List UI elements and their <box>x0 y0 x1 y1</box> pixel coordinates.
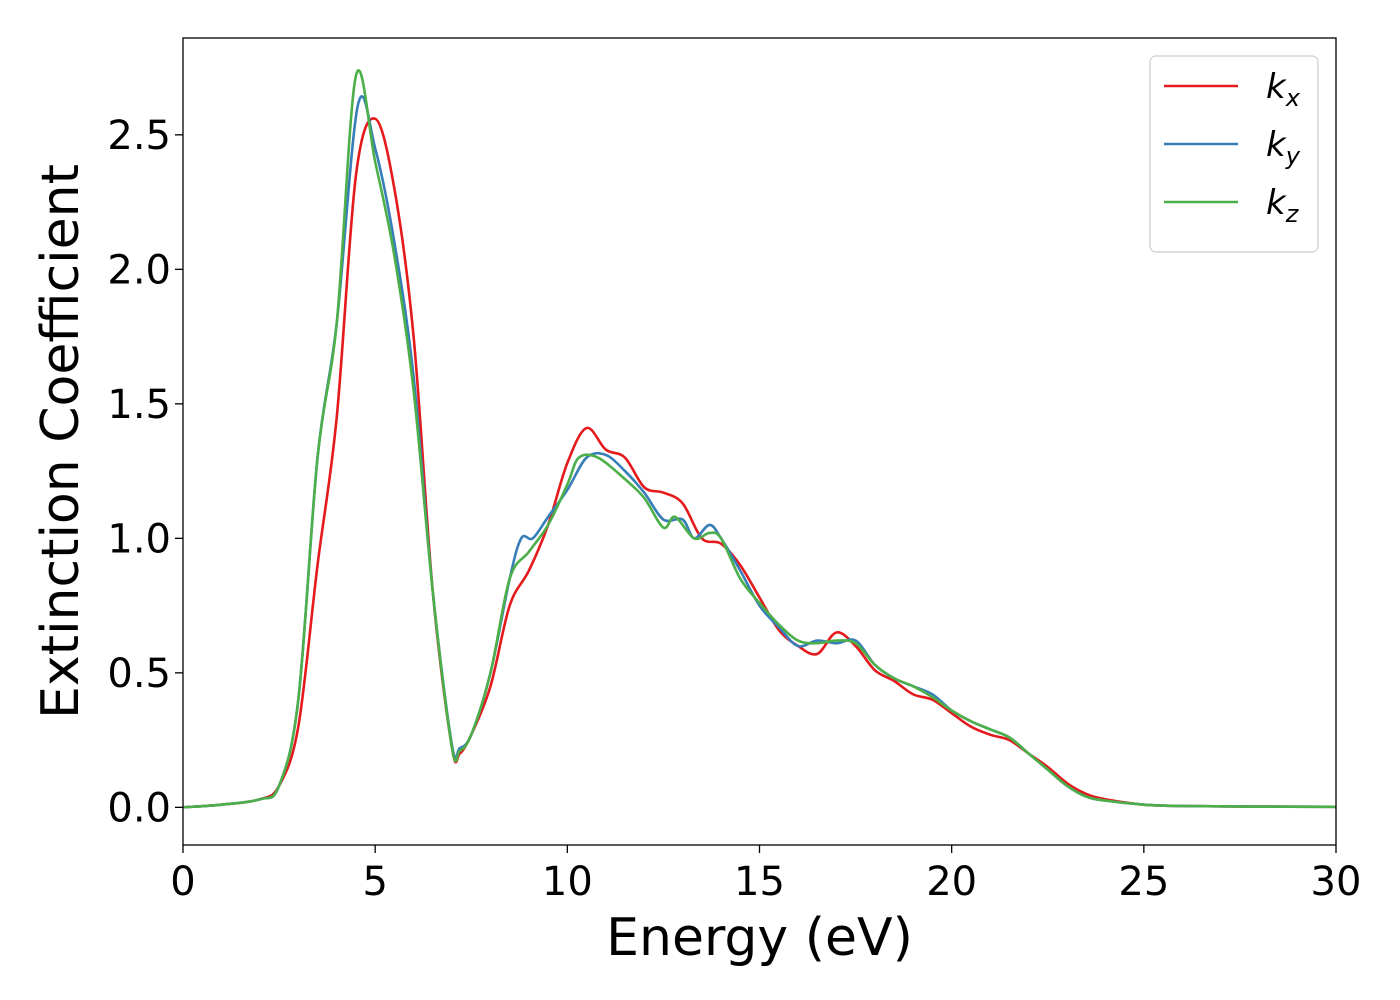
plot-lines <box>183 69 1336 809</box>
y-tick-label: 1.5 <box>107 382 171 428</box>
series-line-x <box>183 117 1336 809</box>
x-tick-label: 0 <box>170 859 195 905</box>
x-axis-title: Energy (eV) <box>606 908 913 968</box>
legend-label-y: ky <box>1266 125 1301 170</box>
x-tick-label: 30 <box>1311 859 1362 905</box>
legend-label-base: k <box>1266 183 1287 223</box>
legend-label-z: kz <box>1266 183 1300 228</box>
x-tick-label: 5 <box>362 859 387 905</box>
x-tick-label: 15 <box>734 859 785 905</box>
y-tick-label: 1.0 <box>107 516 171 562</box>
y-axis-title: Extinction Coefficient <box>31 164 91 719</box>
series-line-z <box>183 69 1336 809</box>
x-axis-ticks: 0 5 10 15 20 25 30 <box>170 845 1361 905</box>
legend-label-base: k <box>1266 67 1287 107</box>
y-tick-label: 2.5 <box>107 113 171 159</box>
legend-label-x: kx <box>1266 67 1301 112</box>
x-tick-label: 25 <box>1118 859 1169 905</box>
legend-label-subscript: z <box>1285 200 1300 228</box>
legend-label-subscript: y <box>1285 142 1301 170</box>
y-tick-label: 0.5 <box>107 651 171 697</box>
y-tick-label: 0.0 <box>107 785 171 831</box>
y-axis-ticks: 0.0 0.5 1.0 1.5 2.0 2.5 <box>107 113 183 831</box>
x-tick-label: 10 <box>542 859 593 905</box>
legend-label-subscript: x <box>1285 84 1301 112</box>
legend-label-base: k <box>1266 125 1287 165</box>
x-tick-label: 20 <box>926 859 977 905</box>
y-tick-label: 2.0 <box>107 247 171 293</box>
